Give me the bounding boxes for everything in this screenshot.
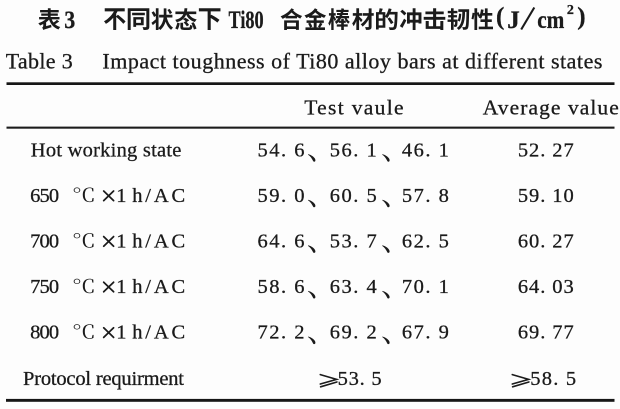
svg-text:60. 27: 60. 27 <box>518 231 574 253</box>
svg-text:54. 6: 54. 6 <box>258 139 305 161</box>
svg-text:h/AC: h/AC <box>132 276 185 298</box>
svg-text:67. 9: 67. 9 <box>402 322 449 344</box>
svg-text:1: 1 <box>116 276 126 298</box>
svg-text:Impact toughness of Ti80 alloy: Impact toughness of Ti80 alloy bars at d… <box>102 48 602 73</box>
svg-text:46. 1: 46. 1 <box>402 139 449 161</box>
svg-text:Average value: Average value <box>483 95 619 119</box>
svg-text:h/AC: h/AC <box>132 231 185 253</box>
svg-text:Protocol requirment: Protocol requirment <box>23 368 184 390</box>
svg-text:58. 6: 58. 6 <box>258 276 305 298</box>
svg-text:52. 27: 52. 27 <box>518 139 574 161</box>
svg-text:J: J <box>507 7 520 34</box>
svg-text:Table 3: Table 3 <box>6 48 73 73</box>
svg-text:Hot working state: Hot working state <box>31 139 182 161</box>
svg-text:h/AC: h/AC <box>132 185 185 207</box>
svg-text:53. 7: 53. 7 <box>330 231 377 253</box>
svg-text:h/AC: h/AC <box>132 322 185 344</box>
svg-text:(: ( <box>496 4 504 31</box>
svg-text:cm: cm <box>537 7 564 35</box>
svg-text:63. 4: 63. 4 <box>330 276 377 298</box>
svg-text:): ) <box>577 4 585 31</box>
svg-text:3: 3 <box>64 7 75 35</box>
svg-text:69. 2: 69. 2 <box>330 322 377 344</box>
svg-text:1: 1 <box>116 231 126 253</box>
svg-text:53. 5: 53. 5 <box>338 368 382 390</box>
svg-text:70. 1: 70. 1 <box>402 276 449 298</box>
svg-text:Test vaule: Test vaule <box>304 95 403 119</box>
svg-text:56. 1: 56. 1 <box>330 139 377 161</box>
svg-text:750: 750 <box>30 276 59 298</box>
svg-text:700: 700 <box>30 231 59 253</box>
svg-text:64. 6: 64. 6 <box>258 231 305 253</box>
svg-text:69. 77: 69. 77 <box>518 322 574 344</box>
svg-text:59. 0: 59. 0 <box>258 185 305 207</box>
svg-text:62. 5: 62. 5 <box>402 231 449 253</box>
svg-text:57. 8: 57. 8 <box>402 185 449 207</box>
svg-text:800: 800 <box>30 322 59 344</box>
svg-text:72. 2: 72. 2 <box>258 322 305 344</box>
svg-text:1: 1 <box>116 322 126 344</box>
svg-text:650: 650 <box>30 185 59 207</box>
svg-text:60. 5: 60. 5 <box>330 185 377 207</box>
svg-text:58. 5: 58. 5 <box>530 368 576 390</box>
svg-text:59. 10: 59. 10 <box>518 185 574 207</box>
svg-text:1: 1 <box>116 185 126 207</box>
svg-text:Ti80: Ti80 <box>229 6 264 33</box>
svg-text:64. 03: 64. 03 <box>518 276 574 298</box>
svg-text:2: 2 <box>567 3 574 18</box>
